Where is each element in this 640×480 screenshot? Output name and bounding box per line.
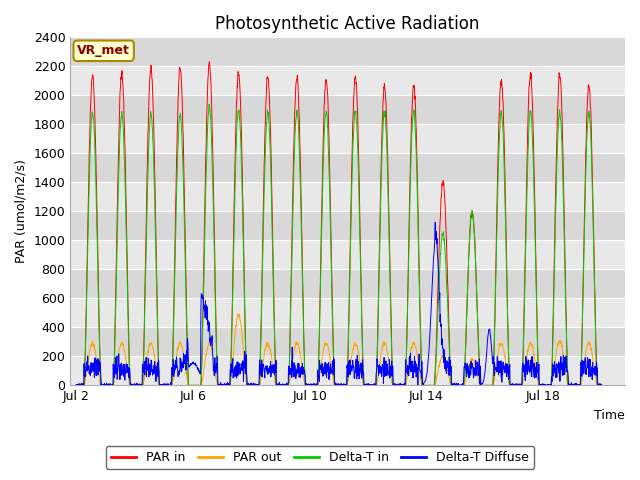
Bar: [70, 37, 625, 66]
Legend: PAR in, PAR out, Delta-T in, Delta-T Diffuse: PAR in, PAR out, Delta-T in, Delta-T Dif…: [106, 446, 534, 469]
Bar: [70, 299, 625, 327]
X-axis label: Time: Time: [595, 409, 625, 422]
Bar: [70, 240, 625, 269]
Bar: [70, 153, 625, 182]
Bar: [70, 327, 625, 356]
Bar: [70, 124, 625, 153]
Y-axis label: PAR (umol/m2/s): PAR (umol/m2/s): [15, 159, 28, 264]
Bar: [70, 66, 625, 96]
Bar: [70, 356, 625, 385]
Text: VR_met: VR_met: [77, 44, 130, 57]
Bar: [70, 96, 625, 124]
Bar: [70, 211, 625, 240]
Bar: [70, 269, 625, 299]
Bar: [70, 182, 625, 211]
Title: Photosynthetic Active Radiation: Photosynthetic Active Radiation: [216, 15, 480, 33]
